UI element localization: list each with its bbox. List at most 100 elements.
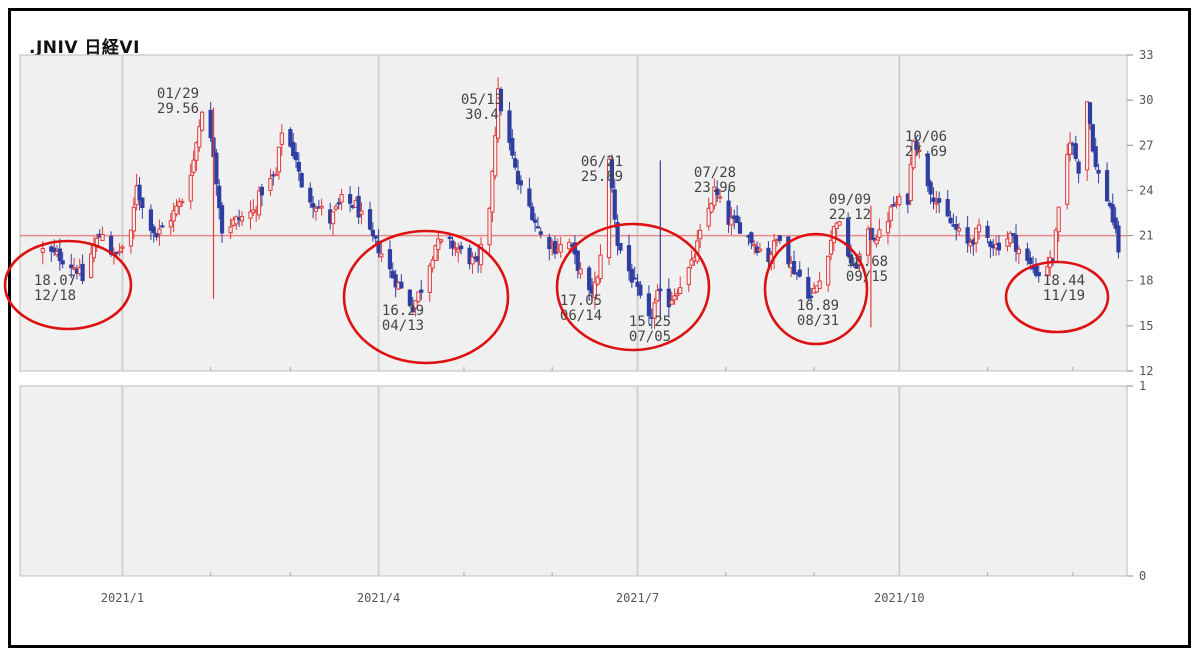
candle-up [837,221,842,226]
candle-down [846,217,851,257]
candle-up [831,226,836,244]
candle-up [669,300,674,305]
candle-down [336,202,341,205]
candle-up [131,206,136,232]
candle-down [527,188,532,207]
candle-up [578,268,583,275]
annotation-label: 22.12 [829,207,871,223]
candle-down [635,281,640,288]
annotation-label: 05/13 [461,92,503,108]
indicator-plot-area [19,385,1128,577]
y-tick-label: 24 [1139,183,1153,197]
highlight-circle [763,232,869,346]
candle-down [510,137,515,156]
candle-up [1008,232,1013,244]
candle-up [171,210,176,222]
highlight-circle [342,229,510,365]
highlight-circle [3,239,133,331]
candle-up [934,202,939,205]
candle-up [834,222,839,229]
candle-down [547,237,552,250]
candle-up [678,287,683,295]
candle-down [786,236,791,265]
candle-down [1093,146,1098,168]
candle-down [532,219,538,223]
candle-up [911,140,916,169]
candle-up [689,259,694,266]
candle-down [399,281,404,289]
candle-up [1053,229,1058,262]
annotation-label: 10/06 [905,129,947,145]
candle-down [447,236,452,240]
candle-down [154,232,159,238]
candle-down [299,173,304,188]
candle-down [1104,169,1110,202]
candle-down [291,141,296,157]
candle-down [737,222,743,234]
candle-down [965,227,970,244]
candle-down [891,204,896,207]
candle-up [128,229,134,247]
candle-down [296,161,301,172]
candle-up [71,267,77,270]
candle-down [419,289,424,293]
candle-up [490,170,495,213]
y-tick-label: 12 [1139,364,1153,378]
candle-up [655,289,660,302]
candle-up [976,224,982,233]
annotation-label: 23.96 [694,180,736,196]
candle-down [410,306,415,313]
y-tick-label: 27 [1139,138,1153,152]
candle-up [453,247,458,250]
x-tick-label: 2021/10 [874,591,925,605]
annotation-label: 09/09 [829,192,871,208]
candle-down [1073,143,1078,159]
candle-up [1067,142,1073,155]
candle-down [854,264,859,269]
candle-up [1045,266,1050,277]
candle-down [615,222,620,246]
candle-down [535,226,541,229]
candle-up [974,227,979,244]
candle-up [333,206,338,210]
candle-down [214,152,219,185]
candle-down [848,254,854,264]
candle-down [629,268,634,283]
annotation-label: 18.68 [846,254,888,270]
candle-down [148,209,154,231]
candle-up [478,243,484,266]
candle-down [467,247,472,265]
candle-up [413,300,418,309]
candle-up [274,173,279,176]
y-tick-label: 1 [1139,379,1146,393]
candle-down [69,264,74,269]
annotation-label: 16.89 [797,298,839,314]
candle-down [538,231,543,235]
annotation-label: 15.25 [629,314,671,330]
candle-up [865,228,871,256]
candle-down [851,263,856,266]
candle-up [712,186,717,206]
y-tick-label: 0 [1139,569,1146,583]
candle-down [871,237,876,241]
candle-down [219,205,225,234]
candle-up [709,202,714,213]
candle-up [188,174,193,202]
candle-up [248,211,253,219]
candle-up [1016,248,1021,255]
candle-down [52,247,57,253]
annotation-label: 12/18 [34,288,76,304]
candle-down [925,153,930,187]
candle-up [359,210,364,215]
candle-down [1011,233,1016,237]
candle-up [558,243,563,253]
candle-up [877,229,882,238]
candle-down [552,241,558,254]
candle-down [806,277,811,299]
candle-down [1110,204,1115,223]
annotation-label: 16.29 [382,303,424,319]
candle-down [726,200,731,225]
candle-up [234,216,239,225]
candle-down [612,189,617,220]
